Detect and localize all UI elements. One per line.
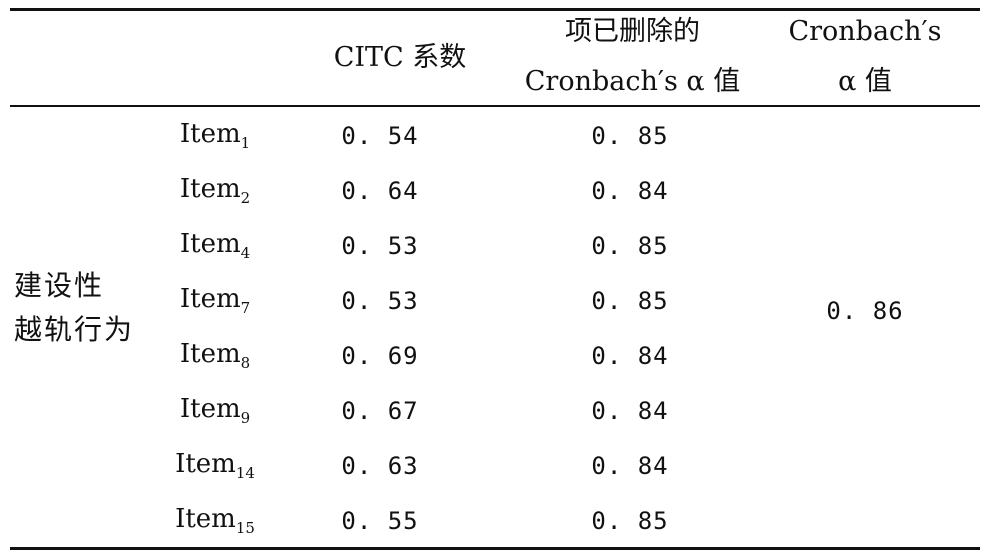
item-label: Item7: [160, 283, 270, 317]
item-label: Item2: [160, 173, 270, 207]
top-rule: [10, 8, 980, 11]
item-subscript: 9: [240, 409, 251, 427]
group-label: 建设性 越轨行为: [14, 264, 134, 352]
item-subscript: 14: [235, 464, 255, 482]
item-label: Item8: [160, 338, 270, 372]
citc-value: 0. 54: [341, 122, 419, 150]
item-label: Item15: [160, 503, 270, 537]
alpha-if-deleted-value: 0. 84: [591, 452, 669, 480]
item-name: Item: [179, 339, 241, 369]
item-name: Item: [175, 449, 236, 479]
header-rule: [10, 105, 980, 107]
header-alpha-if-deleted-line1: 项已删除的: [565, 16, 700, 47]
alpha-if-deleted-value: 0. 84: [591, 397, 669, 425]
item-name: Item: [179, 119, 241, 149]
alpha-if-deleted-value: 0. 85: [591, 287, 669, 315]
item-subscript: 1: [240, 134, 251, 152]
group-label-line1: 建设性: [14, 269, 105, 302]
citc-value: 0. 55: [341, 507, 419, 535]
header-citc: CITC 系数: [333, 42, 467, 73]
item-subscript: 15: [235, 519, 255, 537]
citc-value: 0. 67: [341, 397, 419, 425]
item-label: Item1: [160, 118, 270, 152]
item-subscript: 4: [240, 244, 251, 262]
item-name: Item: [175, 504, 236, 534]
citc-value: 0. 64: [341, 177, 419, 205]
item-name: Item: [179, 394, 241, 424]
item-label: Item4: [160, 228, 270, 262]
citc-value: 0. 53: [341, 232, 419, 260]
item-subscript: 8: [240, 354, 251, 372]
group-label-line2: 越轨行为: [14, 313, 135, 346]
item-name: Item: [179, 284, 241, 314]
overall-alpha-value: 0. 86: [826, 297, 904, 325]
citc-value: 0. 63: [341, 452, 419, 480]
bottom-rule: [10, 547, 980, 550]
header-overall-alpha-line2: α 值: [838, 66, 892, 97]
item-subscript: 7: [240, 299, 251, 317]
item-label: Item9: [160, 393, 270, 427]
alpha-if-deleted-value: 0. 85: [591, 122, 669, 150]
header-overall-alpha-line1: Cronbach′s: [788, 16, 942, 47]
alpha-if-deleted-value: 0. 84: [591, 342, 669, 370]
item-subscript: 2: [240, 189, 251, 207]
header-alpha-if-deleted-line2: Cronbach′s α 值: [524, 66, 741, 97]
citc-value: 0. 69: [341, 342, 419, 370]
item-name: Item: [179, 229, 241, 259]
citc-value: 0. 53: [341, 287, 419, 315]
alpha-if-deleted-value: 0. 85: [591, 507, 669, 535]
item-label: Item14: [160, 448, 270, 482]
item-name: Item: [179, 174, 241, 204]
alpha-if-deleted-value: 0. 84: [591, 177, 669, 205]
alpha-if-deleted-value: 0. 85: [591, 232, 669, 260]
